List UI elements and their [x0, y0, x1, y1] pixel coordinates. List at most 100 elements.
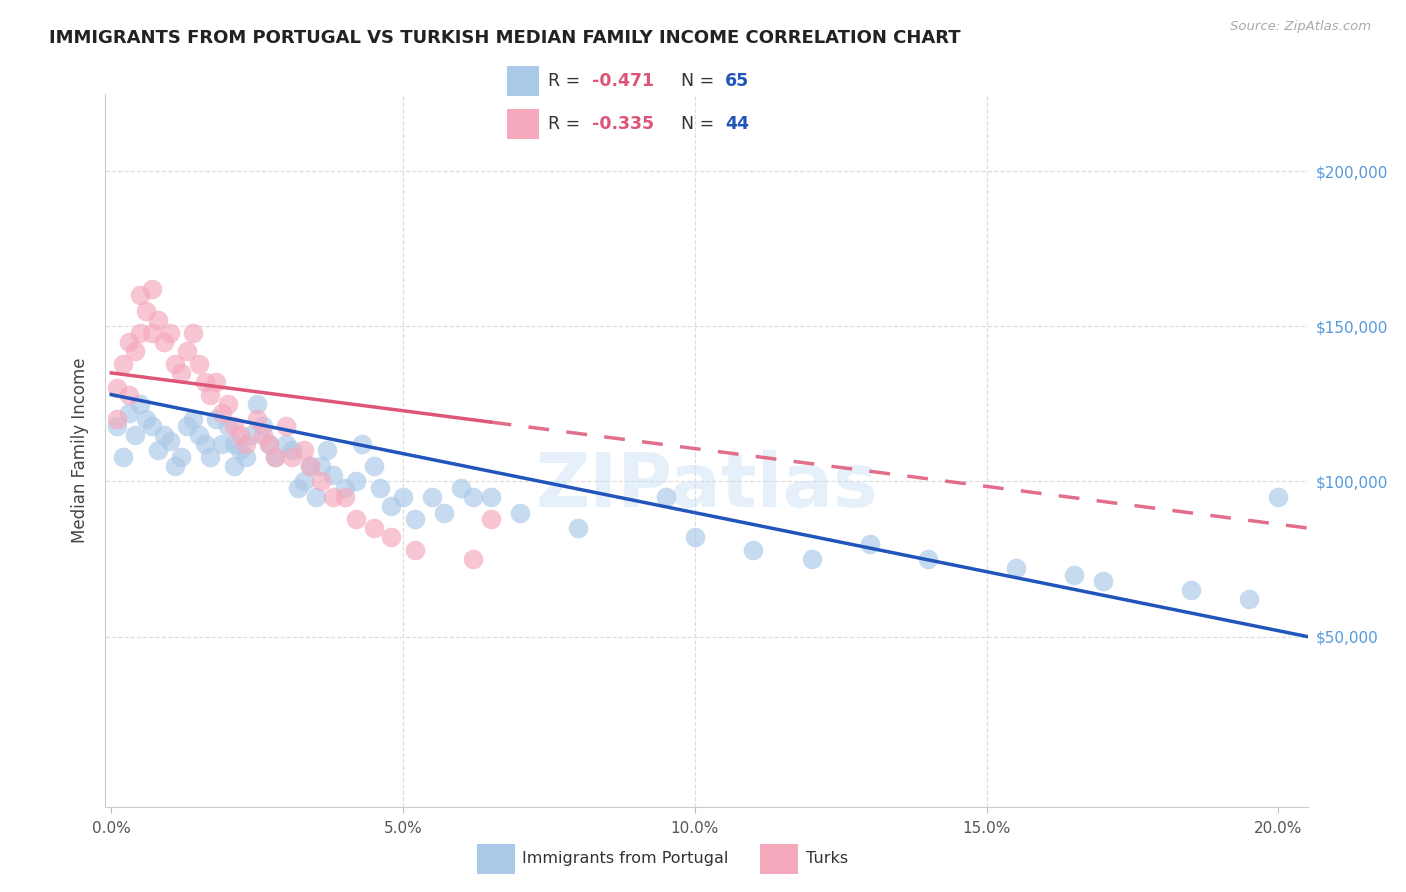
- Point: [217, 418, 239, 433]
- Point: [683, 530, 706, 544]
- Text: N =: N =: [681, 115, 720, 133]
- Point: [316, 443, 339, 458]
- Point: [380, 500, 402, 514]
- Point: [111, 450, 134, 464]
- Point: [118, 406, 141, 420]
- Point: [176, 344, 198, 359]
- Point: [170, 366, 193, 380]
- Point: [146, 313, 169, 327]
- Point: [479, 512, 502, 526]
- Point: [124, 344, 146, 359]
- Point: [240, 428, 263, 442]
- Point: [363, 521, 385, 535]
- Text: -0.335: -0.335: [592, 115, 655, 133]
- Point: [404, 542, 426, 557]
- Point: [322, 468, 344, 483]
- Text: Immigrants from Portugal: Immigrants from Portugal: [522, 851, 728, 866]
- Point: [322, 490, 344, 504]
- Point: [211, 406, 233, 420]
- Point: [176, 418, 198, 433]
- FancyBboxPatch shape: [477, 844, 515, 874]
- Point: [200, 450, 222, 464]
- Point: [235, 437, 257, 451]
- Point: [153, 334, 176, 349]
- Text: Turks: Turks: [806, 851, 848, 866]
- Point: [129, 397, 152, 411]
- Text: ZIPatlas: ZIPatlas: [536, 450, 877, 523]
- Point: [235, 450, 257, 464]
- Point: [344, 512, 367, 526]
- Point: [228, 428, 250, 442]
- Point: [461, 552, 484, 566]
- Point: [311, 475, 333, 489]
- Point: [433, 506, 456, 520]
- Text: R =: R =: [548, 72, 586, 90]
- Point: [105, 418, 128, 433]
- Point: [1180, 583, 1202, 598]
- Point: [1004, 561, 1026, 575]
- Point: [276, 418, 298, 433]
- Point: [352, 437, 374, 451]
- Point: [187, 357, 209, 371]
- Point: [276, 437, 298, 451]
- Point: [135, 303, 157, 318]
- Text: -0.471: -0.471: [592, 72, 655, 90]
- Point: [304, 490, 326, 504]
- Y-axis label: Median Family Income: Median Family Income: [72, 358, 90, 543]
- Point: [129, 288, 152, 302]
- Point: [257, 437, 280, 451]
- Text: 44: 44: [725, 115, 749, 133]
- Point: [181, 412, 204, 426]
- Point: [263, 450, 285, 464]
- Point: [165, 357, 187, 371]
- Point: [800, 552, 823, 566]
- Point: [479, 490, 502, 504]
- Point: [141, 418, 163, 433]
- Point: [917, 552, 939, 566]
- Text: 65: 65: [725, 72, 749, 90]
- Point: [181, 326, 204, 340]
- Point: [263, 450, 285, 464]
- Point: [509, 506, 531, 520]
- Point: [187, 428, 209, 442]
- Point: [129, 326, 152, 340]
- Point: [344, 475, 367, 489]
- Point: [205, 375, 228, 389]
- FancyBboxPatch shape: [761, 844, 799, 874]
- Point: [1092, 574, 1115, 588]
- Point: [222, 458, 245, 473]
- Point: [105, 381, 128, 395]
- Point: [118, 334, 141, 349]
- Point: [281, 443, 304, 458]
- Point: [298, 458, 321, 473]
- Point: [368, 481, 391, 495]
- Point: [287, 481, 309, 495]
- Point: [246, 412, 269, 426]
- Point: [298, 458, 321, 473]
- Point: [170, 450, 193, 464]
- Point: [105, 412, 128, 426]
- Point: [363, 458, 385, 473]
- FancyBboxPatch shape: [508, 109, 538, 138]
- Point: [252, 428, 274, 442]
- Point: [246, 397, 269, 411]
- Point: [200, 387, 222, 401]
- Point: [111, 357, 134, 371]
- Point: [859, 536, 882, 550]
- Point: [217, 397, 239, 411]
- Point: [450, 481, 472, 495]
- Point: [159, 434, 181, 449]
- Point: [118, 387, 141, 401]
- Text: Source: ZipAtlas.com: Source: ZipAtlas.com: [1230, 20, 1371, 33]
- Point: [153, 428, 176, 442]
- Point: [281, 450, 304, 464]
- Point: [1063, 567, 1085, 582]
- Point: [292, 443, 315, 458]
- Point: [311, 458, 333, 473]
- Point: [211, 437, 233, 451]
- Point: [1237, 592, 1260, 607]
- Point: [141, 282, 163, 296]
- Point: [404, 512, 426, 526]
- Point: [159, 326, 181, 340]
- Point: [205, 412, 228, 426]
